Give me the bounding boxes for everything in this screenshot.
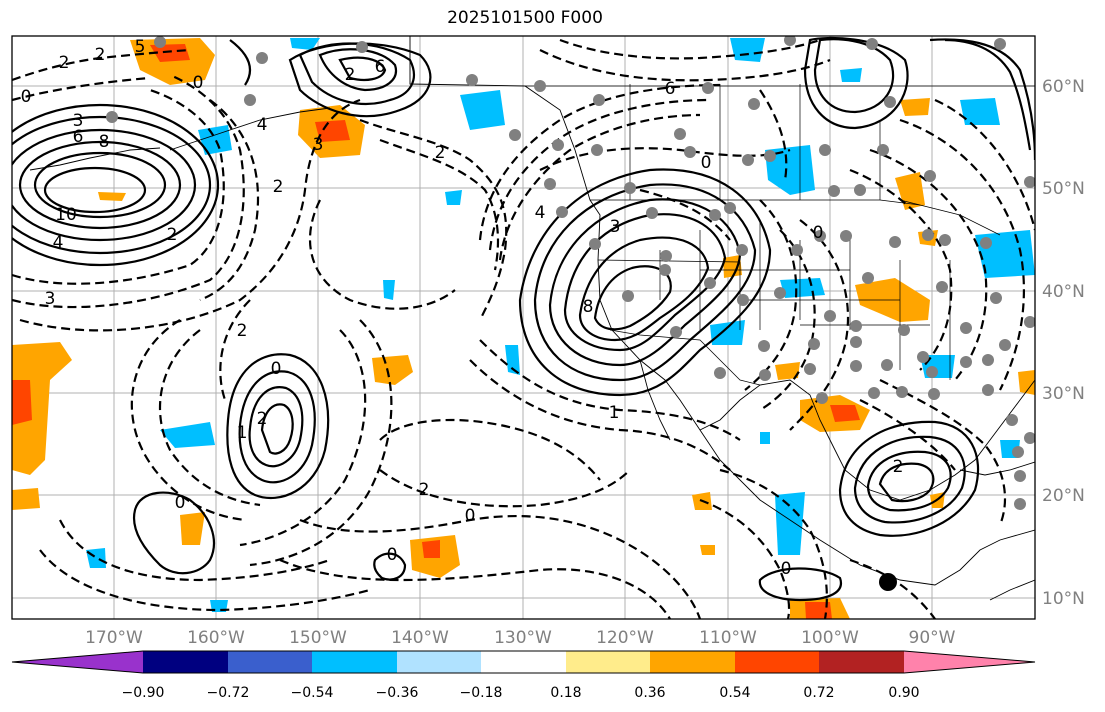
contour-label: 4 (53, 233, 64, 253)
black-marker (879, 573, 897, 591)
colorbar-tick-label: 0.36 (634, 685, 665, 701)
contour-label: 2 (59, 53, 70, 73)
colorbar-tick-label: −0.90 (122, 685, 165, 701)
contour-label: 0 (175, 493, 186, 513)
contour-label: 0 (193, 73, 204, 93)
latitude-labels: 60°N 50°N 40°N 30°N 20°N 10°N (1042, 77, 1085, 609)
lon-label: 90°W (909, 628, 956, 648)
contour-label: 4 (535, 203, 546, 223)
contour-label: 0 (465, 506, 476, 526)
lon-label: 120°W (596, 628, 654, 648)
contour-label: 0 (387, 545, 398, 565)
contour-label: 5 (135, 37, 146, 57)
contour-label: 3 (73, 111, 84, 131)
colorbar-segment (650, 651, 735, 673)
colorbar-tick-label: −0.54 (291, 685, 334, 701)
contour-label: 6 (665, 79, 676, 99)
contour-label: 2 (273, 177, 284, 197)
colorbar-segment (312, 651, 397, 673)
lon-label: 170°W (85, 628, 143, 648)
lon-label: 110°W (699, 628, 757, 648)
contour-label: 2 (167, 225, 178, 245)
contour-label: 10 (55, 205, 77, 225)
contour-label: 0 (813, 223, 824, 243)
colorbar-tick-label: 0.18 (550, 685, 581, 701)
contour-label: 2 (893, 457, 904, 477)
lon-label: 160°W (187, 628, 245, 648)
contour-label: 1 (609, 403, 620, 423)
colorbar-segment (566, 651, 650, 673)
colorbar-tick-label: 0.54 (719, 685, 750, 701)
longitude-labels: 170°W 160°W 150°W 140°W 130°W 120°W 110°… (85, 628, 956, 648)
lon-label: 100°W (801, 628, 859, 648)
solid-contours (12, 36, 1035, 602)
colorbar-tick-label: −0.18 (460, 685, 503, 701)
colorbar-extend-high (904, 651, 1035, 673)
lon-label: 140°W (391, 628, 449, 648)
station-dots (106, 36, 1035, 510)
contour-label: 3 (45, 289, 56, 309)
lon-label: 130°W (494, 628, 552, 648)
lat-label: 20°N (1042, 486, 1085, 506)
colorbar-segment (481, 651, 566, 673)
colorbar-extend-low (12, 651, 143, 673)
contour-label: 0 (701, 153, 712, 173)
colorbar-tick-label: −0.72 (207, 685, 250, 701)
colorbar-segment (735, 651, 819, 673)
contour-label: 0 (21, 87, 32, 107)
contour-label: 6 (73, 127, 84, 147)
lon-label: 150°W (289, 628, 347, 648)
dashed-contours (12, 38, 1035, 619)
colorbar-segment (143, 651, 228, 673)
contour-label: 8 (583, 297, 594, 317)
lat-label: 30°N (1042, 384, 1085, 404)
contour-label: 4 (257, 115, 268, 135)
contour-label: 2 (95, 45, 106, 65)
contour-labels: 2 2 5 0 3 6 8 10 4 2 3 6 2 0 4 3 2 1 2 2… (21, 37, 904, 579)
colorbar-tick-label: −0.36 (376, 685, 419, 701)
colorbar-segment (228, 651, 312, 673)
contour-label: 2 (419, 480, 430, 500)
contour-label: 3 (313, 135, 324, 155)
map-area: 2 2 5 0 3 6 8 10 4 2 3 6 2 0 4 3 2 1 2 2… (12, 36, 1035, 619)
lat-label: 40°N (1042, 282, 1085, 302)
colorbar-segment (819, 651, 904, 673)
map-frame (11, 35, 1036, 620)
contour-label: 2 (435, 143, 446, 163)
lat-label: 50°N (1042, 179, 1085, 199)
contour-label: 2 (237, 321, 248, 341)
map-title: 2025101500 F000 (447, 8, 603, 28)
contour-label: 6 (375, 57, 386, 77)
contour-label: 2 (345, 65, 356, 85)
lat-label: 10°N (1042, 589, 1085, 609)
contour-label: 3 (610, 217, 621, 237)
contour-label: 1 (237, 423, 248, 443)
colorbar: −0.90 −0.72 −0.54 −0.36 −0.18 0.18 0.36 … (11, 650, 1036, 701)
political-borders (525, 84, 1035, 386)
contour-label: 2 (257, 409, 268, 429)
colorbar-tick-label: 0.90 (888, 685, 919, 701)
colorbar-segment (397, 651, 481, 673)
contour-label: 0 (781, 559, 792, 579)
contour-label: 0 (271, 359, 282, 379)
colorbar-tick-label: 0.72 (803, 685, 834, 701)
contour-label: 8 (99, 132, 110, 152)
lat-label: 60°N (1042, 77, 1085, 97)
